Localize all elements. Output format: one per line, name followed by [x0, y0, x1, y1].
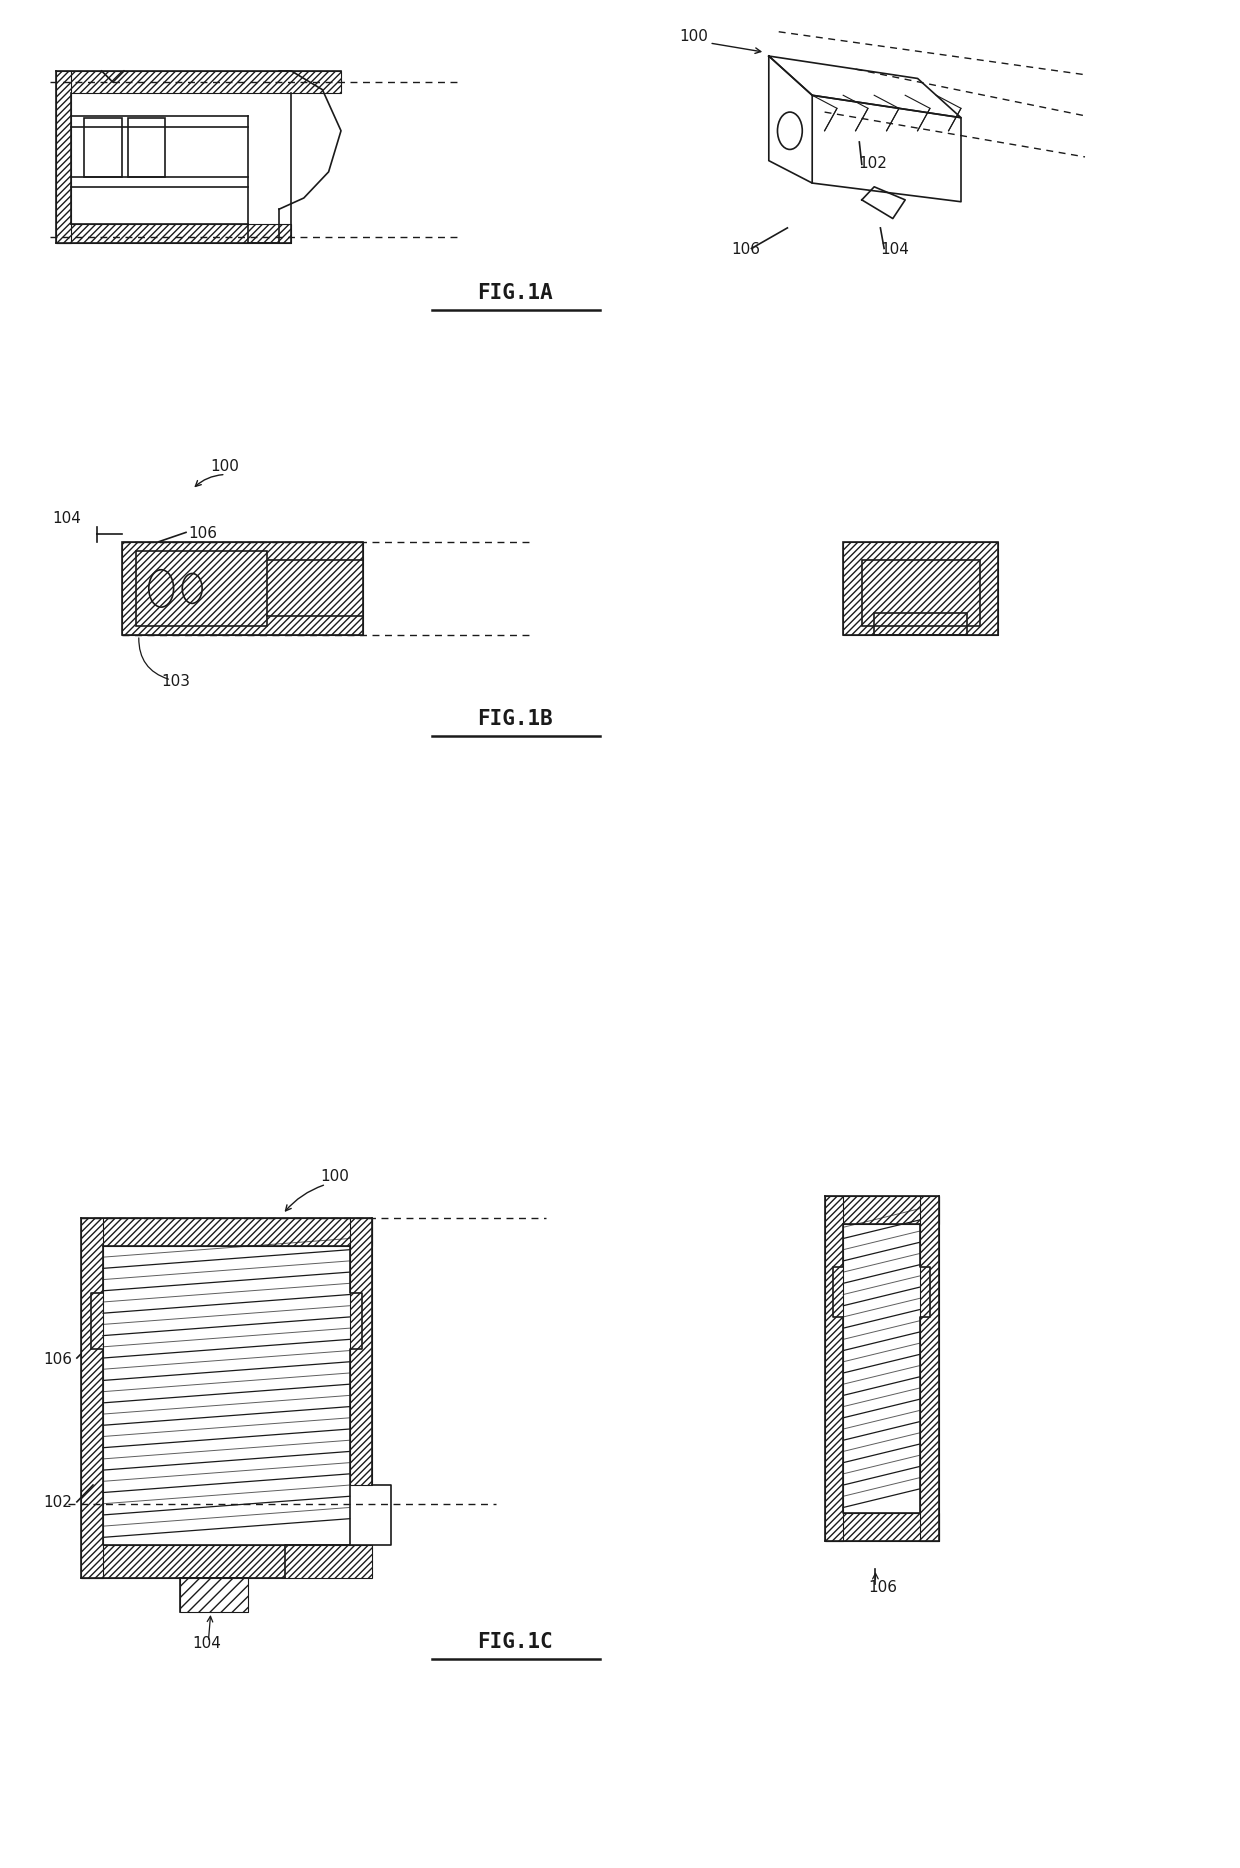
Bar	[56, 71, 341, 93]
Bar	[825, 1196, 939, 1224]
Bar	[843, 542, 998, 635]
Text: FIG.1C: FIG.1C	[476, 1631, 553, 1651]
Bar	[350, 1218, 372, 1485]
Text: FIG.1B: FIG.1B	[476, 708, 553, 729]
Bar	[136, 551, 267, 626]
Text: 106: 106	[868, 1580, 897, 1595]
Text: 102: 102	[43, 1496, 72, 1511]
Bar	[84, 118, 122, 177]
Bar	[56, 224, 291, 243]
Text: 106: 106	[732, 243, 760, 258]
Bar	[122, 542, 363, 635]
Text: FIG.1A: FIG.1A	[476, 282, 553, 303]
Bar	[825, 1513, 939, 1541]
Bar	[81, 1545, 372, 1578]
Bar	[843, 542, 998, 635]
Bar	[81, 1218, 103, 1578]
Text: 100: 100	[211, 460, 239, 474]
Bar	[825, 1196, 843, 1541]
Text: 102: 102	[858, 157, 887, 172]
Bar	[180, 1578, 248, 1612]
Bar	[122, 542, 363, 635]
Text: 106: 106	[43, 1352, 72, 1367]
Text: 104: 104	[52, 512, 81, 527]
Bar	[56, 71, 71, 243]
Bar	[874, 613, 967, 635]
Bar	[128, 118, 165, 177]
Text: 104: 104	[192, 1636, 221, 1651]
Bar	[862, 560, 980, 626]
Bar	[180, 1578, 248, 1612]
Bar	[920, 1196, 939, 1541]
Text: 100: 100	[680, 30, 708, 45]
Text: 106: 106	[188, 527, 217, 542]
Text: 100: 100	[320, 1169, 348, 1184]
Text: 103: 103	[161, 674, 190, 689]
Bar	[81, 1218, 372, 1246]
Text: 104: 104	[880, 243, 909, 258]
